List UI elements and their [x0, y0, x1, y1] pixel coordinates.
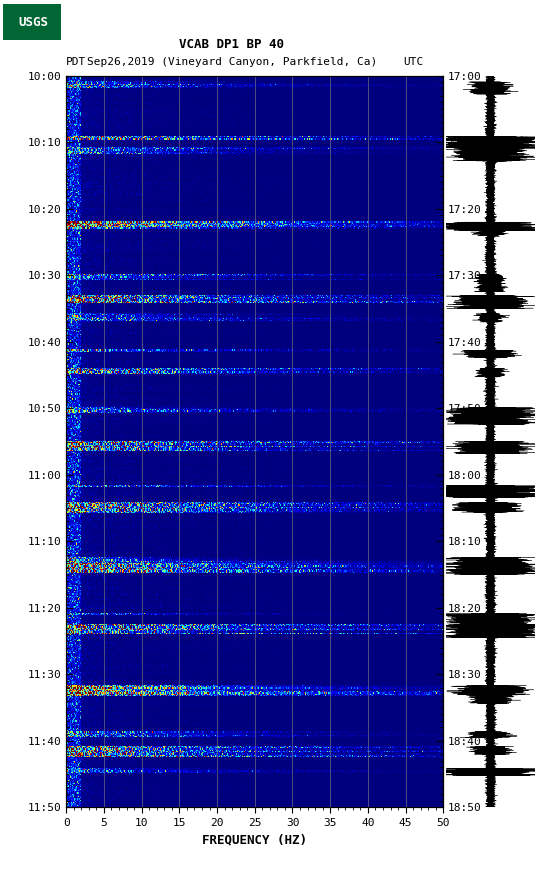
Text: Sep26,2019 (Vineyard Canyon, Parkfield, Ca): Sep26,2019 (Vineyard Canyon, Parkfield, … [87, 57, 377, 68]
Text: PDT: PDT [66, 57, 87, 68]
Text: USGS: USGS [18, 16, 48, 29]
Text: VCAB DP1 BP 40: VCAB DP1 BP 40 [179, 38, 284, 51]
Text: UTC: UTC [403, 57, 423, 68]
X-axis label: FREQUENCY (HZ): FREQUENCY (HZ) [202, 833, 307, 847]
